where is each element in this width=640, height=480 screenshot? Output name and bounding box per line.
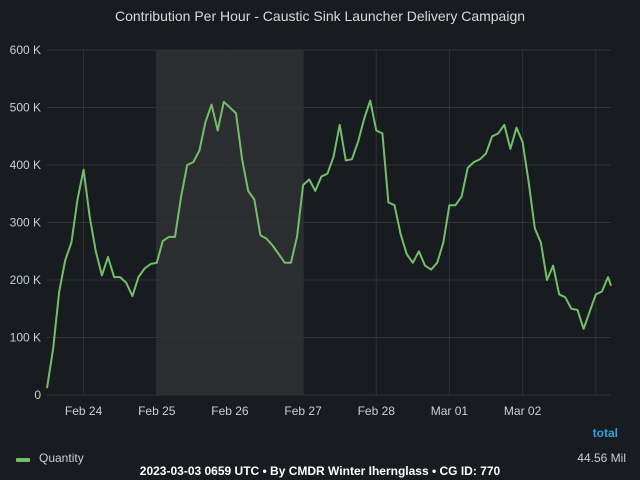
legend-series-total: 44.56 Mil	[577, 451, 626, 465]
chart-title: Contribution Per Hour - Caustic Sink Lau…	[114, 8, 526, 24]
x-tick-label: Feb 26	[211, 404, 249, 418]
x-tick-label: Feb 27	[284, 404, 322, 418]
legend-series-name[interactable]: Quantity	[39, 451, 84, 465]
y-tick-label: 400 K	[10, 158, 41, 172]
y-tick-label: 100 K	[10, 331, 41, 345]
x-tick-label: Feb 24	[65, 404, 103, 418]
y-tick-label: 600 K	[10, 43, 41, 57]
x-tick-label: Feb 25	[138, 404, 176, 418]
x-axis-ticks: Feb 24 Feb 25 Feb 26 Feb 27 Feb 28 Mar 01 Mar …	[65, 404, 542, 418]
legend-total-header[interactable]: total	[592, 426, 618, 440]
legend-row[interactable]: Quantity 44.56 Mil	[16, 451, 626, 467]
x-tick-label: Mar 02	[504, 404, 542, 418]
y-tick-label: 500 K	[10, 101, 41, 115]
y-axis-ticks: 0 100 K 200 K 300 K 400 K 500 K 600 K	[10, 43, 42, 402]
y-tick-label: 200 K	[10, 273, 41, 287]
y-gridlines	[47, 49, 611, 396]
footer-credit: 2023-03-03 0659 UTC • By CMDR Winter Ihe…	[139, 464, 501, 478]
x-tick-label: Mar 01	[431, 404, 469, 418]
y-tick-label: 0	[34, 388, 41, 402]
y-tick-label: 300 K	[10, 216, 41, 230]
series-line-quantity	[46, 99, 612, 389]
x-tick-label: Feb 28	[358, 404, 396, 418]
legend-swatch	[16, 458, 30, 462]
series-layer	[46, 99, 612, 389]
